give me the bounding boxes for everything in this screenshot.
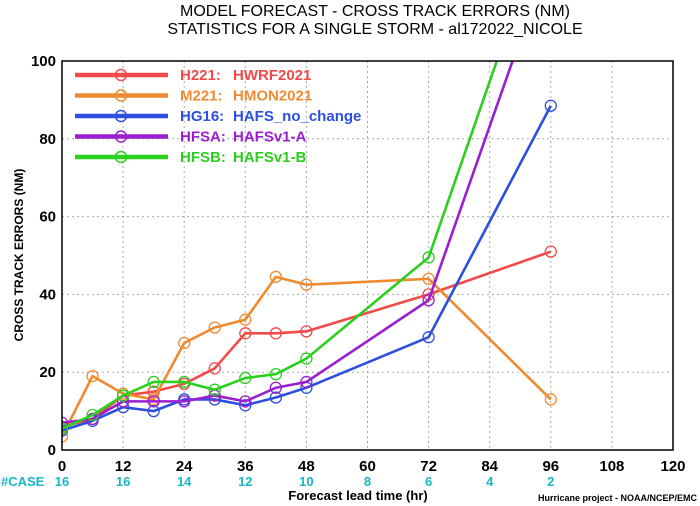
y-tick-label: 60 bbox=[39, 209, 56, 226]
legend-code: HG16: bbox=[180, 108, 224, 125]
data-point-HAFSv1-B bbox=[62, 422, 69, 435]
data-point-HMON2021 bbox=[239, 313, 252, 326]
data-point-HMON2021 bbox=[300, 278, 313, 291]
data-point-HAFSv1-A bbox=[86, 412, 99, 426]
data-point-HAFSv1-B bbox=[178, 375, 191, 389]
x-tick-label: 72 bbox=[420, 458, 437, 475]
data-point-HAFSv1-B bbox=[239, 371, 252, 385]
x-tick-label: 108 bbox=[599, 458, 624, 475]
series-line-HAFS_no_change bbox=[62, 105, 552, 432]
data-point-HMON2021 bbox=[208, 321, 221, 334]
y-tick-label: 20 bbox=[39, 364, 56, 381]
legend-name: HWRF2021 bbox=[233, 67, 311, 84]
chart-title: MODEL FORECAST - CROSS TRACK ERRORS (NM) bbox=[180, 3, 570, 20]
legend-marker-HMON2021 bbox=[114, 89, 128, 102]
x-tick-label: 12 bbox=[115, 458, 132, 475]
data-point-HAFSv1-A bbox=[62, 416, 69, 429]
data-point-HAFS_no_change bbox=[147, 404, 160, 418]
data-point-HAFSv1-B bbox=[208, 383, 221, 396]
legend-code: M221: bbox=[180, 88, 223, 105]
x-tick-label: 84 bbox=[481, 458, 498, 475]
case-count: 2 bbox=[547, 474, 554, 489]
data-point-HAFS_no_change bbox=[422, 331, 435, 344]
plot-frame bbox=[61, 60, 674, 451]
x-tick-label: 48 bbox=[298, 458, 315, 475]
chart-subtitle: STATISTICS FOR A SINGLE STORM - al172022… bbox=[167, 21, 582, 38]
x-tick-label: 60 bbox=[359, 458, 376, 475]
data-point-HMON2021 bbox=[422, 272, 435, 285]
legend-code: H221: bbox=[180, 67, 221, 84]
x-axis-ticks: 0 12 24 36 48 60 72 84 96 108 120 bbox=[58, 458, 686, 475]
legend: H221: HWRF2021 M221: HMON2021 HG16: HAFS_no_c… bbox=[75, 67, 361, 166]
case-count: 14 bbox=[177, 474, 192, 489]
data-point-HMON2021 bbox=[544, 393, 557, 406]
data-point-HAFSv1-A bbox=[300, 375, 313, 389]
case-count: 4 bbox=[486, 474, 494, 489]
data-point-HAFSv1-B bbox=[422, 251, 435, 264]
legend-code: HFSA: bbox=[180, 129, 226, 146]
x-tick-label: 24 bbox=[176, 458, 193, 475]
x-axis-label: Forecast lead time (hr) bbox=[288, 488, 427, 503]
x-tick-label: 96 bbox=[542, 458, 559, 475]
case-counts: 16 16 14 12 10 8 6 4 2 bbox=[55, 474, 555, 489]
data-point-HWRF2021 bbox=[239, 327, 252, 340]
legend-marker-HWRF2021 bbox=[114, 68, 128, 82]
case-count: 10 bbox=[299, 474, 313, 489]
data-point-HAFSv1-B bbox=[86, 408, 99, 422]
data-point-HMON2021 bbox=[178, 336, 191, 350]
data-point-HAFSv1-B bbox=[147, 375, 160, 389]
data-point-HAFS_no_change bbox=[544, 99, 557, 112]
grid-lines bbox=[62, 61, 673, 450]
data-point-HAFSv1-A bbox=[178, 395, 191, 408]
data-point-HMON2021 bbox=[62, 430, 69, 443]
y-tick-label: 80 bbox=[39, 131, 56, 148]
series-line-HAFSv1-B bbox=[62, 61, 499, 430]
credit-text: Hurricane project - NOAA/NCEP/EMC bbox=[538, 493, 698, 503]
case-count: 6 bbox=[425, 474, 432, 489]
data-point-HWRF2021 bbox=[208, 362, 221, 375]
legend-marker-HAFSv1-B bbox=[114, 150, 128, 164]
legend-code: HFSB: bbox=[180, 149, 226, 166]
data-point-HAFSv1-B bbox=[269, 367, 283, 381]
y-axis-label: CROSS TRACK ERRORS (NM) bbox=[12, 169, 26, 342]
x-tick-label: 0 bbox=[58, 458, 66, 475]
data-point-HMON2021 bbox=[86, 369, 99, 383]
data-point-HAFSv1-A bbox=[422, 294, 435, 307]
y-tick-label: 0 bbox=[48, 442, 56, 459]
data-point-HAFSv1-A bbox=[147, 395, 160, 408]
data-point-HWRF2021 bbox=[269, 327, 283, 340]
y-tick-label: 40 bbox=[39, 286, 56, 303]
data-point-HAFSv1-A bbox=[239, 395, 252, 408]
data-point-HWRF2021 bbox=[300, 325, 313, 338]
legend-marker-HAFS_no_change bbox=[114, 109, 128, 123]
y-tick-label: 100 bbox=[31, 53, 56, 70]
data-point-HMON2021 bbox=[269, 270, 283, 284]
data-point-HAFSv1-B bbox=[300, 352, 313, 365]
case-count: 12 bbox=[238, 474, 252, 489]
legend-name: HAFSv1-B bbox=[233, 149, 307, 166]
legend-name: HAFS_no_change bbox=[233, 108, 361, 125]
x-tick-label: 120 bbox=[660, 458, 685, 475]
legend-marker-HAFSv1-A bbox=[114, 130, 128, 143]
data-point-HAFS_no_change bbox=[269, 391, 283, 404]
data-point-HAFS_no_change bbox=[239, 399, 252, 412]
case-count: 16 bbox=[116, 474, 130, 489]
legend-name: HAFSv1-A bbox=[233, 129, 307, 146]
case-count: 16 bbox=[55, 474, 69, 489]
case-count: 8 bbox=[364, 474, 371, 489]
series-line-HMON2021 bbox=[62, 275, 552, 437]
data-point-HWRF2021 bbox=[544, 245, 557, 258]
y-axis-ticks: 0 20 40 60 80 100 bbox=[31, 53, 56, 459]
x-tick-label: 36 bbox=[237, 458, 254, 475]
data-point-HAFSv1-B bbox=[116, 389, 130, 402]
case-label: #CASE bbox=[1, 474, 45, 489]
data-point-HAFSv1-A bbox=[269, 381, 283, 394]
series-layer bbox=[62, 61, 557, 443]
legend-name: HMON2021 bbox=[233, 88, 312, 105]
data-point-HAFS_no_change bbox=[208, 393, 221, 406]
